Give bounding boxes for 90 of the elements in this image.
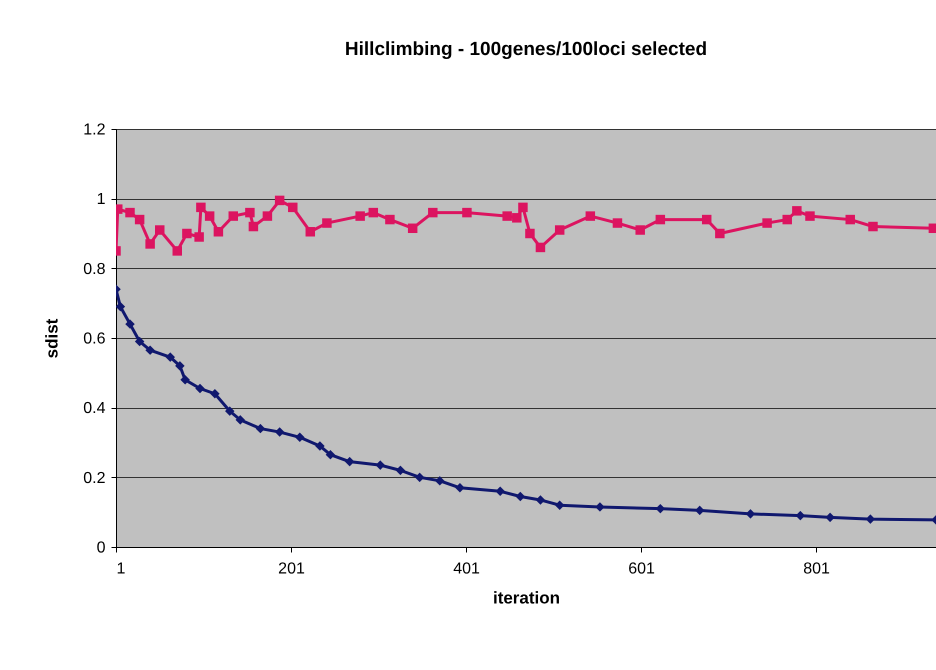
point <box>516 492 526 502</box>
point <box>125 208 135 218</box>
point <box>256 424 266 434</box>
chart-title: Hillclimbing - 100genes/100loci selected <box>344 39 708 60</box>
point <box>274 196 284 206</box>
point <box>715 228 725 238</box>
point <box>656 214 666 224</box>
y-axis-title: sdist <box>42 318 62 358</box>
point <box>595 502 605 512</box>
point <box>462 208 472 218</box>
point <box>845 214 855 224</box>
x-tick-label: 601 <box>628 560 656 578</box>
point <box>134 214 144 224</box>
y-tick-label: 0.8 <box>83 260 106 278</box>
point <box>502 211 512 221</box>
x-tick-label: 401 <box>453 560 480 578</box>
x-tick-label: 801 <box>803 560 830 578</box>
point <box>554 500 564 510</box>
point <box>512 213 522 223</box>
point <box>306 227 316 236</box>
y-tick-label: 0.2 <box>83 470 106 487</box>
point <box>182 228 192 238</box>
point <box>228 211 238 221</box>
point <box>315 441 325 451</box>
point <box>435 476 445 486</box>
point <box>262 211 272 221</box>
point <box>656 504 666 514</box>
point <box>796 510 806 520</box>
point <box>145 239 155 249</box>
x-axis-title: iteration <box>492 588 560 608</box>
y-tick-label: 1.2 <box>83 122 106 138</box>
point <box>180 375 190 385</box>
x-tick-label: 1 <box>116 560 126 578</box>
point <box>210 388 220 398</box>
point <box>536 242 546 252</box>
point <box>274 427 284 437</box>
point <box>782 214 792 224</box>
point <box>196 202 206 212</box>
point <box>245 208 255 218</box>
point <box>495 486 505 496</box>
x-tick-label: 201 <box>278 560 305 578</box>
point <box>172 246 182 256</box>
point <box>355 211 365 221</box>
point <box>175 361 185 371</box>
point <box>288 202 298 212</box>
y-tick-label: 0.4 <box>83 400 106 418</box>
point <box>155 225 164 235</box>
y-tick-label: 0 <box>96 540 106 556</box>
point <box>702 214 712 224</box>
point <box>145 345 155 355</box>
y-tick-label: 0.6 <box>83 330 106 348</box>
point <box>868 222 878 232</box>
point <box>428 208 438 218</box>
point <box>322 218 332 228</box>
point <box>344 456 354 466</box>
point <box>554 225 564 235</box>
point <box>236 415 246 425</box>
point <box>866 514 876 524</box>
point <box>295 432 305 442</box>
point <box>746 509 756 519</box>
point <box>368 208 378 218</box>
point <box>396 466 406 476</box>
point <box>116 302 126 312</box>
point <box>134 336 144 346</box>
point <box>194 232 204 242</box>
point <box>385 214 395 224</box>
point <box>166 352 175 362</box>
point <box>214 227 224 236</box>
point <box>762 218 772 228</box>
point <box>248 222 258 232</box>
point <box>612 218 622 228</box>
point <box>792 206 802 216</box>
point <box>204 211 214 221</box>
point <box>455 483 465 493</box>
point <box>195 384 205 394</box>
point <box>825 512 835 522</box>
point <box>414 472 424 482</box>
point <box>408 224 418 234</box>
point <box>518 202 528 212</box>
point <box>525 228 535 238</box>
point <box>694 506 704 516</box>
point <box>125 319 135 329</box>
y-tick-label: 1 <box>96 191 106 208</box>
point <box>225 406 235 416</box>
point <box>805 211 815 221</box>
point <box>376 460 386 470</box>
point <box>635 225 645 235</box>
point <box>586 211 596 221</box>
point <box>536 495 546 505</box>
point <box>326 450 336 460</box>
